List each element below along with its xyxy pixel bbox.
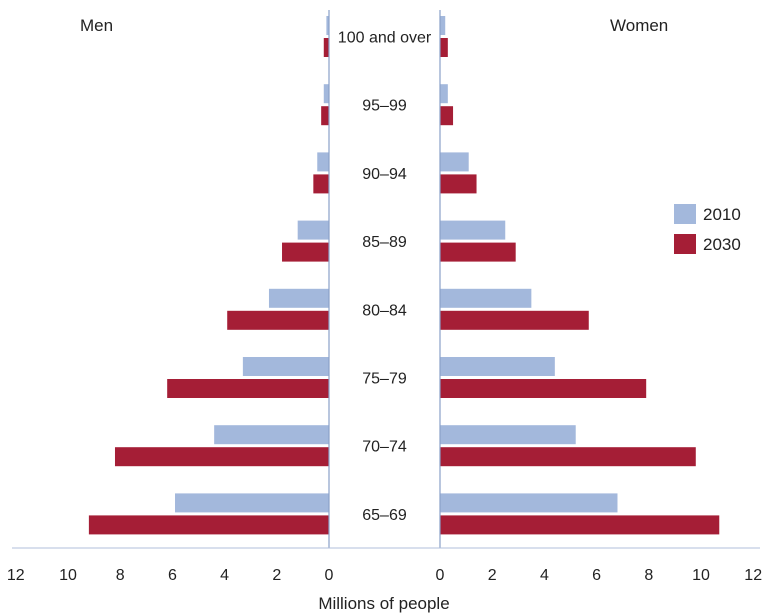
bar-women-2010-85-89: [440, 220, 506, 240]
bar-men-2010-80-84: [268, 288, 329, 308]
x-tick-women-0: 0: [436, 567, 445, 584]
bar-men-2030-85-89: [282, 242, 329, 262]
bar-men-2030-90-94: [313, 174, 329, 194]
age-label-95-99: 95–99: [362, 98, 407, 115]
age-labels-group: 100 and over 95–99 90–94 85–89 80–84 75–79 70–…: [338, 30, 432, 524]
age-label-80-84: 80–84: [362, 302, 407, 319]
age-label-85-89: 85–89: [362, 234, 407, 251]
bar-women-2010-95-99: [440, 84, 448, 104]
x-tick-men-10: 10: [59, 567, 77, 584]
legend-swatch-2030: [674, 234, 696, 254]
bar-women-2030-80-84: [440, 310, 589, 330]
bar-men-2030-100-and-over: [323, 38, 329, 57]
x-tick-women-8: 8: [644, 567, 653, 584]
age-label-75-79: 75–79: [362, 371, 407, 388]
x-tick-women-4: 4: [540, 567, 549, 584]
bar-men-2010-70-74: [214, 425, 329, 445]
bar-women-2030-65-69: [440, 515, 720, 535]
bar-men-2010-95-99: [323, 84, 329, 104]
bar-men-2010-85-89: [297, 220, 329, 240]
women-label: Women: [610, 16, 668, 35]
bar-men-2030-65-69: [88, 515, 329, 535]
x-tick-men-12: 12: [7, 567, 25, 584]
legend: 2010 2030: [674, 204, 741, 254]
legend-swatch-2010: [674, 204, 696, 224]
bar-women-2030-90-94: [440, 174, 477, 194]
x-tick-men-0: 0: [325, 567, 334, 584]
bars-group: [88, 16, 720, 535]
bar-men-2010-90-94: [317, 152, 329, 172]
age-label-65-69: 65–69: [362, 507, 407, 524]
bar-women-2010-90-94: [440, 152, 469, 172]
x-tick-women-2: 2: [488, 567, 497, 584]
bar-men-2010-100-and-over: [326, 16, 329, 35]
bar-women-2010-75-79: [440, 357, 555, 376]
bar-women-2010-100-and-over: [440, 16, 446, 35]
bar-women-2010-65-69: [440, 493, 618, 513]
x-tick-women-12: 12: [744, 567, 762, 584]
bar-men-2010-65-69: [175, 493, 329, 513]
legend-label-2010: 2010: [703, 205, 741, 224]
bar-women-2010-80-84: [440, 288, 532, 308]
x-tick-women-10: 10: [692, 567, 710, 584]
bar-women-2030-95-99: [440, 106, 454, 126]
x-tick-men-8: 8: [116, 567, 125, 584]
bar-men-2010-75-79: [242, 357, 329, 376]
bar-men-2030-70-74: [114, 447, 329, 467]
bar-men-2030-95-99: [321, 106, 329, 126]
age-label-70-74: 70–74: [362, 439, 407, 456]
x-tick-women-6: 6: [592, 567, 601, 584]
legend-label-2030: 2030: [703, 235, 741, 254]
x-tick-men-6: 6: [168, 567, 177, 584]
age-label-90-94: 90–94: [362, 166, 407, 183]
bar-women-2030-100-and-over: [440, 38, 448, 57]
bar-men-2030-80-84: [227, 310, 329, 330]
bar-men-2030-75-79: [167, 379, 329, 398]
x-tick-men-4: 4: [220, 567, 229, 584]
men-label: Men: [80, 16, 113, 35]
x-ticks-group: 12 10 8 6 4 2 0 0 2 4 6 8 10 12: [7, 567, 762, 584]
x-axis-label: Millions of people: [318, 594, 449, 613]
age-label-100-and-over: 100 and over: [338, 30, 432, 47]
x-tick-men-2: 2: [272, 567, 281, 584]
bar-women-2030-85-89: [440, 242, 516, 262]
bar-women-2010-70-74: [440, 425, 576, 445]
bar-women-2030-75-79: [440, 379, 647, 398]
bar-women-2030-70-74: [440, 447, 696, 467]
